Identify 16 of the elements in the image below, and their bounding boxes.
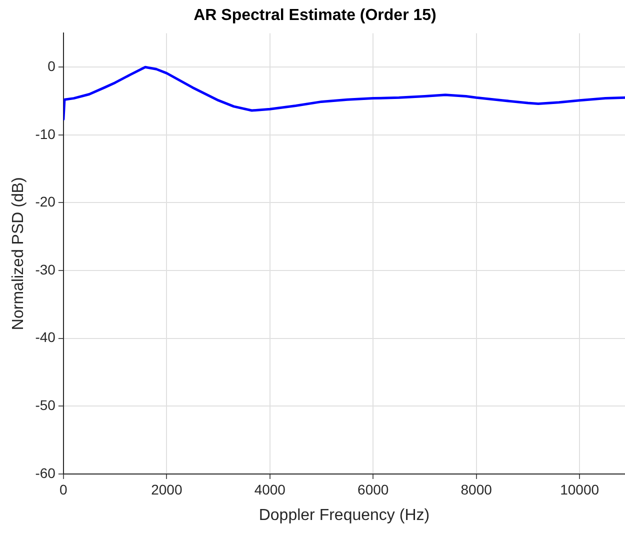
y-tick-label: -20 [35, 194, 56, 210]
x-tick-label: 10000 [560, 481, 600, 498]
y-tick-label: 0 [48, 58, 56, 74]
x-tick-label: 0 [60, 481, 68, 498]
x-tick-label: 4000 [254, 481, 286, 498]
chart-title: AR Spectral Estimate (Order 15) [194, 7, 436, 24]
y-tick-label: -10 [35, 126, 56, 142]
x-axis-title: Doppler Frequency (Hz) [258, 506, 430, 524]
y-axis-title: Normalized PSD (dB) [10, 177, 28, 330]
y-tick-label: -50 [35, 397, 56, 414]
y-tick-label: -30 [35, 261, 56, 278]
y-tick-label: -60 [35, 464, 56, 481]
x-tick-label: 6000 [358, 481, 389, 498]
y-tick-label: -40 [35, 329, 56, 346]
x-tick-label: 2000 [151, 481, 182, 498]
x-tick-label: 8000 [460, 481, 492, 498]
